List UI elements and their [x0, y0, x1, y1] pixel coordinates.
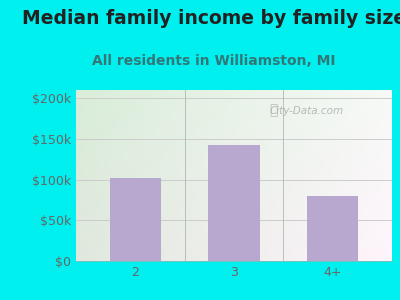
Bar	[307, 196, 358, 261]
Bar	[110, 178, 161, 261]
Text: City-Data.com: City-Data.com	[270, 106, 344, 116]
Text: ⓘ: ⓘ	[269, 103, 278, 118]
Text: All residents in Williamston, MI: All residents in Williamston, MI	[92, 54, 336, 68]
Text: Median family income by family size: Median family income by family size	[22, 9, 400, 28]
Bar	[208, 145, 260, 261]
